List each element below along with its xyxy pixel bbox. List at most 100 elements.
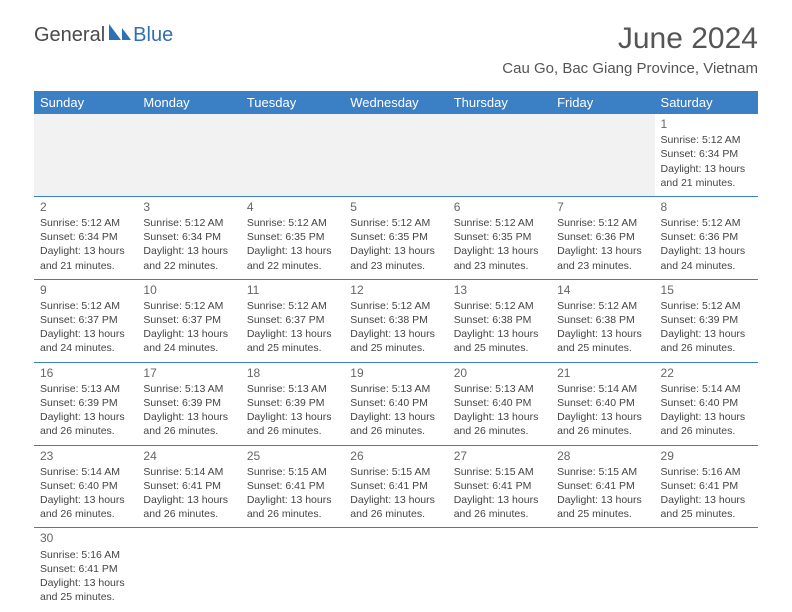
daylight-line: Daylight: 13 hours and 23 minutes. bbox=[350, 244, 441, 272]
sunset-line: Sunset: 6:37 PM bbox=[40, 313, 131, 327]
weekday-header: Thursday bbox=[448, 91, 551, 114]
weekday-header: Friday bbox=[551, 91, 654, 114]
sunrise-line: Sunrise: 5:14 AM bbox=[661, 382, 752, 396]
calendar-cell bbox=[137, 528, 240, 610]
logo-text-right: Blue bbox=[133, 24, 173, 47]
weekday-header: Wednesday bbox=[344, 91, 447, 114]
day-number: 14 bbox=[557, 282, 648, 298]
weekday-header: Sunday bbox=[34, 91, 137, 114]
calendar-cell: 13Sunrise: 5:12 AMSunset: 6:38 PMDayligh… bbox=[448, 279, 551, 362]
calendar-cell bbox=[551, 114, 654, 196]
sunrise-line: Sunrise: 5:13 AM bbox=[454, 382, 545, 396]
sunset-line: Sunset: 6:41 PM bbox=[143, 479, 234, 493]
title-block: June 2024 Cau Go, Bac Giang Province, Vi… bbox=[502, 22, 758, 77]
location-label: Cau Go, Bac Giang Province, Vietnam bbox=[502, 60, 758, 77]
calendar-cell: 26Sunrise: 5:15 AMSunset: 6:41 PMDayligh… bbox=[344, 445, 447, 528]
daylight-line: Daylight: 13 hours and 26 minutes. bbox=[143, 493, 234, 521]
sunrise-line: Sunrise: 5:15 AM bbox=[247, 465, 338, 479]
calendar-body: 1Sunrise: 5:12 AMSunset: 6:34 PMDaylight… bbox=[34, 114, 758, 610]
sunrise-line: Sunrise: 5:12 AM bbox=[350, 299, 441, 313]
sunrise-line: Sunrise: 5:12 AM bbox=[40, 299, 131, 313]
day-number: 26 bbox=[350, 448, 441, 464]
sunset-line: Sunset: 6:34 PM bbox=[143, 230, 234, 244]
calendar-cell bbox=[241, 528, 344, 610]
day-number: 6 bbox=[454, 199, 545, 215]
day-number: 11 bbox=[247, 282, 338, 298]
calendar-row: 9Sunrise: 5:12 AMSunset: 6:37 PMDaylight… bbox=[34, 279, 758, 362]
sunrise-line: Sunrise: 5:13 AM bbox=[247, 382, 338, 396]
weekday-header: Monday bbox=[137, 91, 240, 114]
sunset-line: Sunset: 6:41 PM bbox=[350, 479, 441, 493]
daylight-line: Daylight: 13 hours and 25 minutes. bbox=[557, 327, 648, 355]
weekday-header: Tuesday bbox=[241, 91, 344, 114]
day-number: 10 bbox=[143, 282, 234, 298]
calendar-cell bbox=[344, 114, 447, 196]
daylight-line: Daylight: 13 hours and 26 minutes. bbox=[350, 493, 441, 521]
sunrise-line: Sunrise: 5:12 AM bbox=[40, 216, 131, 230]
day-number: 9 bbox=[40, 282, 131, 298]
calendar-cell: 5Sunrise: 5:12 AMSunset: 6:35 PMDaylight… bbox=[344, 196, 447, 279]
calendar-cell: 10Sunrise: 5:12 AMSunset: 6:37 PMDayligh… bbox=[137, 279, 240, 362]
daylight-line: Daylight: 13 hours and 26 minutes. bbox=[454, 410, 545, 438]
logo: General Blue bbox=[34, 22, 173, 48]
sunrise-line: Sunrise: 5:12 AM bbox=[143, 299, 234, 313]
sunrise-line: Sunrise: 5:15 AM bbox=[557, 465, 648, 479]
daylight-line: Daylight: 13 hours and 23 minutes. bbox=[454, 244, 545, 272]
day-number: 27 bbox=[454, 448, 545, 464]
sunrise-line: Sunrise: 5:14 AM bbox=[557, 382, 648, 396]
sunrise-line: Sunrise: 5:16 AM bbox=[40, 548, 131, 562]
daylight-line: Daylight: 13 hours and 26 minutes. bbox=[40, 410, 131, 438]
day-number: 28 bbox=[557, 448, 648, 464]
day-number: 8 bbox=[661, 199, 752, 215]
calendar-cell bbox=[448, 114, 551, 196]
calendar-cell bbox=[655, 528, 758, 610]
calendar-cell: 7Sunrise: 5:12 AMSunset: 6:36 PMDaylight… bbox=[551, 196, 654, 279]
sunrise-line: Sunrise: 5:12 AM bbox=[557, 216, 648, 230]
day-number: 3 bbox=[143, 199, 234, 215]
day-number: 1 bbox=[661, 116, 752, 132]
day-number: 21 bbox=[557, 365, 648, 381]
calendar-cell: 27Sunrise: 5:15 AMSunset: 6:41 PMDayligh… bbox=[448, 445, 551, 528]
sunset-line: Sunset: 6:34 PM bbox=[661, 147, 752, 161]
calendar-row: 30Sunrise: 5:16 AMSunset: 6:41 PMDayligh… bbox=[34, 528, 758, 610]
calendar-cell: 3Sunrise: 5:12 AMSunset: 6:34 PMDaylight… bbox=[137, 196, 240, 279]
day-number: 5 bbox=[350, 199, 441, 215]
weekday-header: Saturday bbox=[655, 91, 758, 114]
sunset-line: Sunset: 6:40 PM bbox=[557, 396, 648, 410]
daylight-line: Daylight: 13 hours and 26 minutes. bbox=[557, 410, 648, 438]
calendar-row: 1Sunrise: 5:12 AMSunset: 6:34 PMDaylight… bbox=[34, 114, 758, 196]
sunset-line: Sunset: 6:40 PM bbox=[350, 396, 441, 410]
daylight-line: Daylight: 13 hours and 26 minutes. bbox=[661, 327, 752, 355]
sunrise-line: Sunrise: 5:15 AM bbox=[454, 465, 545, 479]
sunrise-line: Sunrise: 5:12 AM bbox=[350, 216, 441, 230]
calendar-cell bbox=[241, 114, 344, 196]
calendar-cell: 28Sunrise: 5:15 AMSunset: 6:41 PMDayligh… bbox=[551, 445, 654, 528]
sunset-line: Sunset: 6:35 PM bbox=[454, 230, 545, 244]
sunset-line: Sunset: 6:41 PM bbox=[40, 562, 131, 576]
daylight-line: Daylight: 13 hours and 26 minutes. bbox=[247, 410, 338, 438]
sunset-line: Sunset: 6:40 PM bbox=[40, 479, 131, 493]
sunrise-line: Sunrise: 5:12 AM bbox=[454, 299, 545, 313]
calendar-cell: 25Sunrise: 5:15 AMSunset: 6:41 PMDayligh… bbox=[241, 445, 344, 528]
daylight-line: Daylight: 13 hours and 25 minutes. bbox=[454, 327, 545, 355]
calendar-cell: 18Sunrise: 5:13 AMSunset: 6:39 PMDayligh… bbox=[241, 362, 344, 445]
sunrise-line: Sunrise: 5:12 AM bbox=[454, 216, 545, 230]
header: General Blue June 2024 Cau Go, Bac Giang… bbox=[0, 0, 792, 83]
weekday-header-row: Sunday Monday Tuesday Wednesday Thursday… bbox=[34, 91, 758, 114]
sunset-line: Sunset: 6:35 PM bbox=[247, 230, 338, 244]
calendar-cell: 16Sunrise: 5:13 AMSunset: 6:39 PMDayligh… bbox=[34, 362, 137, 445]
day-number: 22 bbox=[661, 365, 752, 381]
sunset-line: Sunset: 6:39 PM bbox=[661, 313, 752, 327]
daylight-line: Daylight: 13 hours and 26 minutes. bbox=[350, 410, 441, 438]
sunset-line: Sunset: 6:40 PM bbox=[454, 396, 545, 410]
daylight-line: Daylight: 13 hours and 25 minutes. bbox=[247, 327, 338, 355]
calendar-cell: 11Sunrise: 5:12 AMSunset: 6:37 PMDayligh… bbox=[241, 279, 344, 362]
sunrise-line: Sunrise: 5:14 AM bbox=[40, 465, 131, 479]
sunset-line: Sunset: 6:41 PM bbox=[557, 479, 648, 493]
calendar-table: Sunday Monday Tuesday Wednesday Thursday… bbox=[34, 91, 758, 610]
day-number: 2 bbox=[40, 199, 131, 215]
calendar-cell: 30Sunrise: 5:16 AMSunset: 6:41 PMDayligh… bbox=[34, 528, 137, 610]
sunrise-line: Sunrise: 5:12 AM bbox=[661, 133, 752, 147]
sunset-line: Sunset: 6:34 PM bbox=[40, 230, 131, 244]
sunrise-line: Sunrise: 5:15 AM bbox=[350, 465, 441, 479]
